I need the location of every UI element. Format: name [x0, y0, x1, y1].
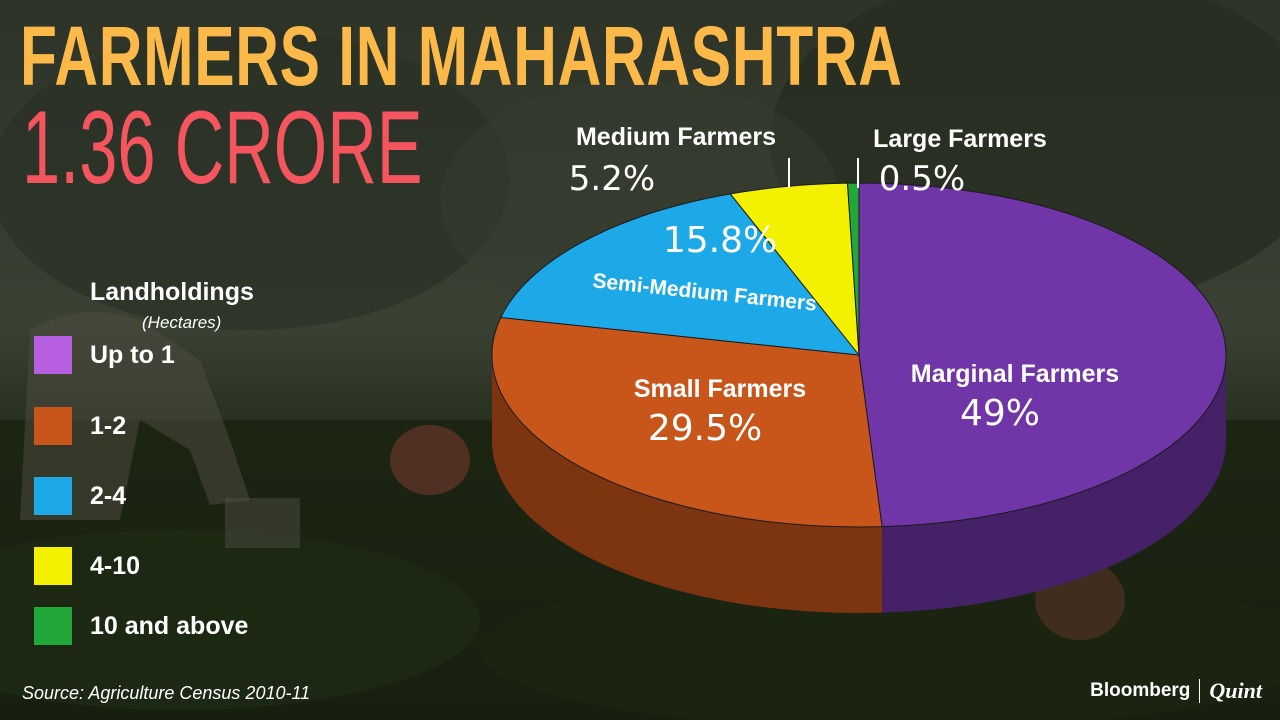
brand-logo: Bloomberg Quint [1090, 678, 1262, 704]
legend-item-2-4: 2-4 [34, 476, 126, 516]
pie-value-marginal: 49% [960, 393, 1040, 434]
pie-slice-small [491, 316, 883, 528]
pie-label-large: Large Farmers [873, 125, 1047, 153]
pie-label-small: Small Farmers [634, 375, 806, 403]
legend-swatch [34, 607, 72, 645]
legend-title: Landholdings [90, 278, 254, 306]
legend-swatch [34, 547, 72, 585]
legend-item-4-10: 4-10 [34, 546, 140, 586]
pie-side-marginal [882, 355, 1226, 613]
brand-quint: Quint [1209, 678, 1262, 703]
legend-label: 4-10 [90, 551, 141, 580]
pie-side-small [492, 355, 883, 613]
pie-value-small: 29.5% [648, 408, 762, 449]
legend-label: 2-4 [90, 481, 127, 510]
pie-value-medium: 5.2% [569, 159, 655, 199]
pie-value-large: 0.5% [879, 159, 965, 199]
legend-swatch [34, 477, 72, 515]
chart-subtitle: 1.36 CRORE [22, 90, 423, 206]
legend-item-10-and-above: 10 and above [34, 606, 248, 646]
legend-item-up-to-1: Up to 1 [34, 335, 175, 375]
chart-title: FARMERS IN MAHARASHTRA [20, 9, 903, 103]
legend-item-1-2: 1-2 [34, 406, 126, 446]
brand-divider [1199, 679, 1201, 703]
legend-swatch [34, 336, 72, 374]
pie-value-semi-medium: 15.8% [663, 220, 777, 261]
legend-subtitle: (Hectares) [142, 313, 222, 332]
pie-slice-semi-medium [500, 193, 861, 356]
brand-bloomberg: Bloomberg [1090, 680, 1191, 701]
legend-label: Up to 1 [90, 340, 175, 369]
pie-label-marginal: Marginal Farmers [911, 360, 1119, 388]
pie-label-medium: Medium Farmers [576, 123, 776, 151]
source-note: Source: Agriculture Census 2010-11 [22, 683, 311, 703]
legend-label: 1-2 [90, 411, 127, 440]
legend-label: 10 and above [90, 611, 249, 640]
legend-swatch [34, 407, 72, 445]
pie-slice-marginal [858, 182, 1227, 528]
